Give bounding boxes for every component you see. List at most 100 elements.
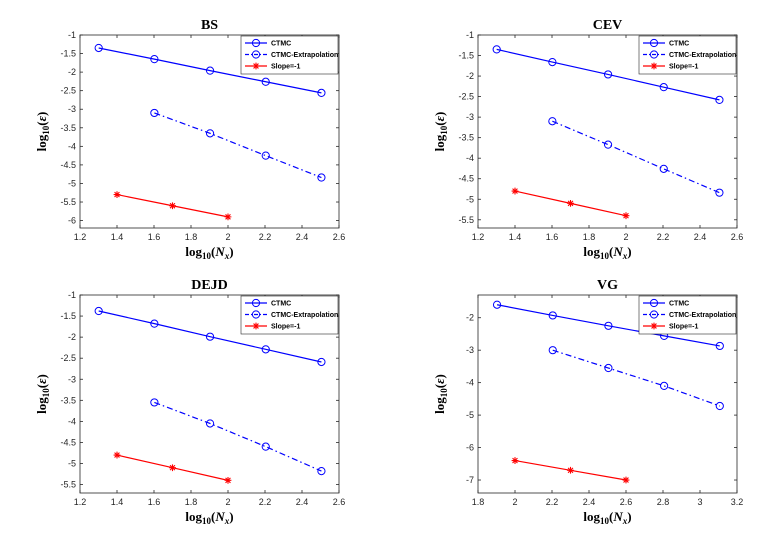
series-3 [113,451,232,484]
y-tick-label: -2.5 [60,353,76,363]
x-tick-label: 2 [512,497,517,507]
data-point-marker [251,310,261,319]
series-1 [94,306,326,367]
series-line [496,48,720,101]
x-tick-label: 2.4 [694,232,707,242]
series-2 [150,398,326,476]
series-1 [492,45,724,104]
x-tick-label: 1.6 [148,232,161,242]
x-tick-label: 2.4 [296,497,309,507]
x-tick-label: 1.6 [148,497,161,507]
legend: CTMC CTMC-Extrapolation Slope=-1 [240,35,339,75]
data-point-marker [205,66,215,75]
x-tick-label: 2.2 [259,497,272,507]
legend: CTMC CTMC-Extrapolation Slope=-1 [638,295,737,335]
series-line [98,310,322,363]
y-tick-label: -3 [68,104,76,114]
legend-label: Slope=-1 [669,324,698,331]
y-tick-label: -1.5 [60,49,76,59]
data-point-marker [224,476,232,484]
data-point-marker [94,43,103,53]
data-point-marker [492,45,501,54]
x-tick-label: 1.8 [185,232,198,242]
x-axis-label: log10(Nx) [583,244,631,261]
chart-title: VG [597,278,618,293]
data-point-marker [150,398,159,407]
series-line [154,401,322,472]
data-point-marker [251,38,261,48]
data-point-marker [649,310,659,319]
series-line [552,120,720,194]
y-tick-label: -2 [68,332,76,342]
legend-label: CTMC [271,301,291,308]
chart-title: DEJD [191,278,228,293]
data-point-marker [511,187,519,195]
data-point-marker [548,58,557,67]
legend-label: CTMC [669,41,689,48]
plot-area [477,294,738,494]
y-tick-label: -5.5 [60,197,76,207]
y-tick-label: -7 [466,475,474,485]
data-point-marker [567,466,574,474]
legend-label: Slope=-1 [271,64,300,71]
data-point-marker [94,306,103,316]
y-tick-label: -2 [68,67,76,77]
data-point-marker [604,321,613,330]
x-tick-label: 2 [225,497,230,507]
y-tick-label: -4 [466,153,474,163]
data-point-marker [650,62,658,70]
data-point-marker [205,332,215,341]
y-tick-label: -1 [68,30,76,40]
y-tick-label: -3.5 [458,133,474,143]
y-tick-label: -5 [68,459,76,469]
y-tick-label: -2.5 [60,86,76,96]
data-point-marker [317,88,326,98]
data-point-marker [659,83,668,92]
x-tick-label: 2.6 [620,497,633,507]
data-point-marker [649,50,659,59]
x-axis-label: log10(Nx) [583,509,631,526]
data-point-marker [715,341,724,351]
data-point-marker [548,311,557,320]
data-point-marker [603,70,613,79]
series-1 [94,43,326,98]
legend-label: CTMC-Extrapolation [271,312,338,319]
data-point-marker [492,300,502,309]
x-tick-label: 1.2 [472,232,485,242]
x-tick-label: 1.8 [472,497,485,507]
legend-label: CTMC-Extrapolation [669,52,736,59]
data-point-marker [715,401,724,411]
y-tick-label: -4.5 [60,437,76,447]
data-point-marker [649,298,659,308]
series-line [552,349,720,407]
y-tick-label: -1 [466,30,474,40]
data-point-marker [317,466,326,476]
x-tick-label: 1.4 [111,497,124,507]
legend-label: Slope=-1 [669,64,698,71]
data-point-marker [261,345,270,354]
x-tick-label: 2.6 [731,232,744,242]
y-tick-label: -4 [466,378,474,388]
x-tick-label: 2.4 [583,497,596,507]
data-point-marker [659,164,668,173]
x-tick-label: 2.8 [657,497,670,507]
series-line [496,304,720,347]
data-point-marker [169,202,176,210]
series-3 [113,191,232,221]
data-point-marker [511,457,519,464]
legend-label: CTMC [669,301,689,308]
data-point-marker [317,357,326,367]
y-tick-label: -4 [68,416,76,426]
x-tick-label: 2.2 [259,232,272,242]
y-tick-label: -2 [466,71,474,81]
series-2 [150,108,326,182]
legend-label: CTMC-Extrapolation [271,52,338,59]
x-tick-label: 2 [225,232,230,242]
data-point-marker [252,62,260,70]
legend-label: CTMC [271,41,291,48]
series-2 [548,117,724,197]
series-3 [511,457,630,484]
legend-label: CTMC-Extrapolation [669,312,736,319]
chart-title: BS [201,18,218,33]
y-tick-label: -5.5 [60,480,76,490]
